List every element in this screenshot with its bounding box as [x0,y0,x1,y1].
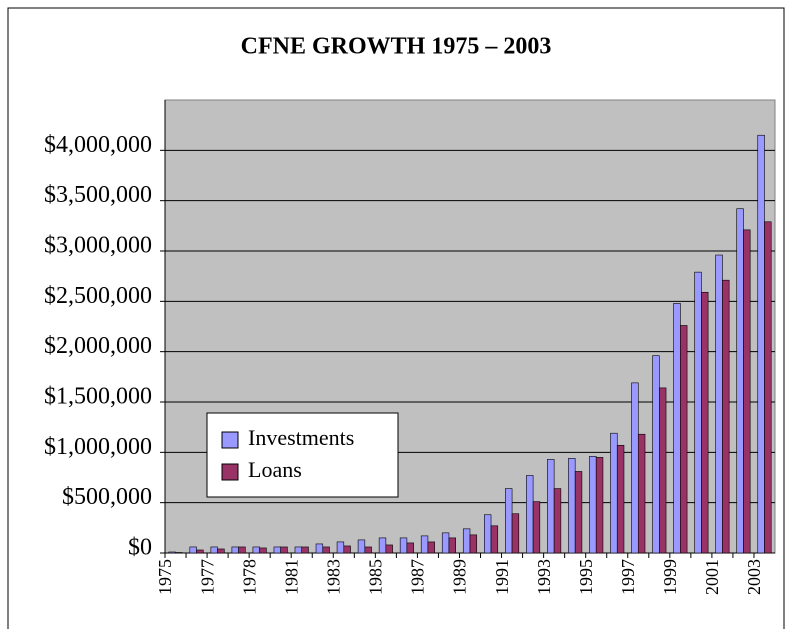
bar [175,552,183,554]
bar [343,545,351,554]
x-tick-label: 1989 [450,559,470,595]
legend-label: Investments [248,425,354,450]
bar [616,444,625,554]
bar [526,475,534,554]
bar [357,539,366,554]
bar [694,271,702,554]
bar [652,355,660,554]
bar [490,525,499,554]
x-tick-label: 1991 [492,559,512,595]
bar [385,544,393,554]
x-tick-label: 1985 [366,559,386,595]
bar [532,501,541,554]
x-tick-label: 1978 [239,559,259,595]
bar [484,514,492,554]
bar [722,279,730,554]
bar [231,546,239,554]
bar [448,537,456,554]
x-tick-label: 1995 [576,559,596,595]
y-tick-label: $0 [128,535,152,561]
bar [505,488,513,554]
y-tick-label: $4,000,000 [44,132,152,158]
y-tick-label: $1,500,000 [44,384,152,410]
bar [574,471,583,554]
bar [441,532,450,554]
legend-label: Loans [248,457,302,482]
bar [637,433,646,554]
bar [322,546,330,554]
y-tick-label: $1,000,000 [44,434,152,460]
y-tick-label: $2,000,000 [44,333,152,359]
bar [589,456,597,554]
bar [168,551,176,554]
y-tick-label: $500,000 [62,484,152,510]
chart-title: CFNE GROWTH 1975 – 2003 [241,34,552,60]
x-tick-label: 2001 [702,559,722,595]
bar [511,513,520,554]
bar [469,534,478,554]
bar [378,537,387,554]
x-tick-label: 1981 [281,559,301,595]
bar [715,254,723,554]
bar [196,549,204,554]
bar [547,459,555,554]
y-tick-label: $2,500,000 [44,283,152,309]
bar [280,546,288,554]
bar [764,221,772,554]
bar [736,208,744,554]
bar [553,488,562,554]
x-tick-label: 1987 [408,559,428,595]
x-tick-label: 2003 [744,559,764,595]
bar [217,548,225,554]
bar [610,432,618,554]
bar [420,535,429,554]
bar [252,546,260,554]
bar [364,546,372,554]
x-tick-label: 1977 [197,559,217,595]
bar [427,541,435,554]
bar [301,546,309,554]
bar [680,325,688,554]
y-tick-label: $3,500,000 [44,182,152,208]
x-tick-label: 1975 [155,559,175,595]
legend-swatch [221,431,239,449]
bar [568,458,576,554]
x-tick-label: 1997 [618,559,638,595]
bar [259,547,267,554]
bar [595,457,604,554]
x-tick-label: 1993 [534,559,554,595]
y-tick-label: $3,000,000 [44,233,152,259]
legend-box [206,412,399,498]
bar [659,387,667,554]
bar [273,546,281,554]
bar [631,382,639,554]
x-tick-label: 1999 [660,559,680,595]
bar [210,546,218,554]
bar [294,546,303,554]
bar [315,543,324,554]
bar [743,229,751,554]
bar [701,291,709,554]
bar [189,546,197,554]
bar [673,303,681,554]
bar [462,528,471,554]
bar [757,134,765,554]
bar [406,542,414,554]
x-tick-label: 1983 [324,559,344,595]
bar [336,541,345,554]
bar [399,537,408,554]
legend-swatch [221,463,239,481]
bar [238,546,246,554]
